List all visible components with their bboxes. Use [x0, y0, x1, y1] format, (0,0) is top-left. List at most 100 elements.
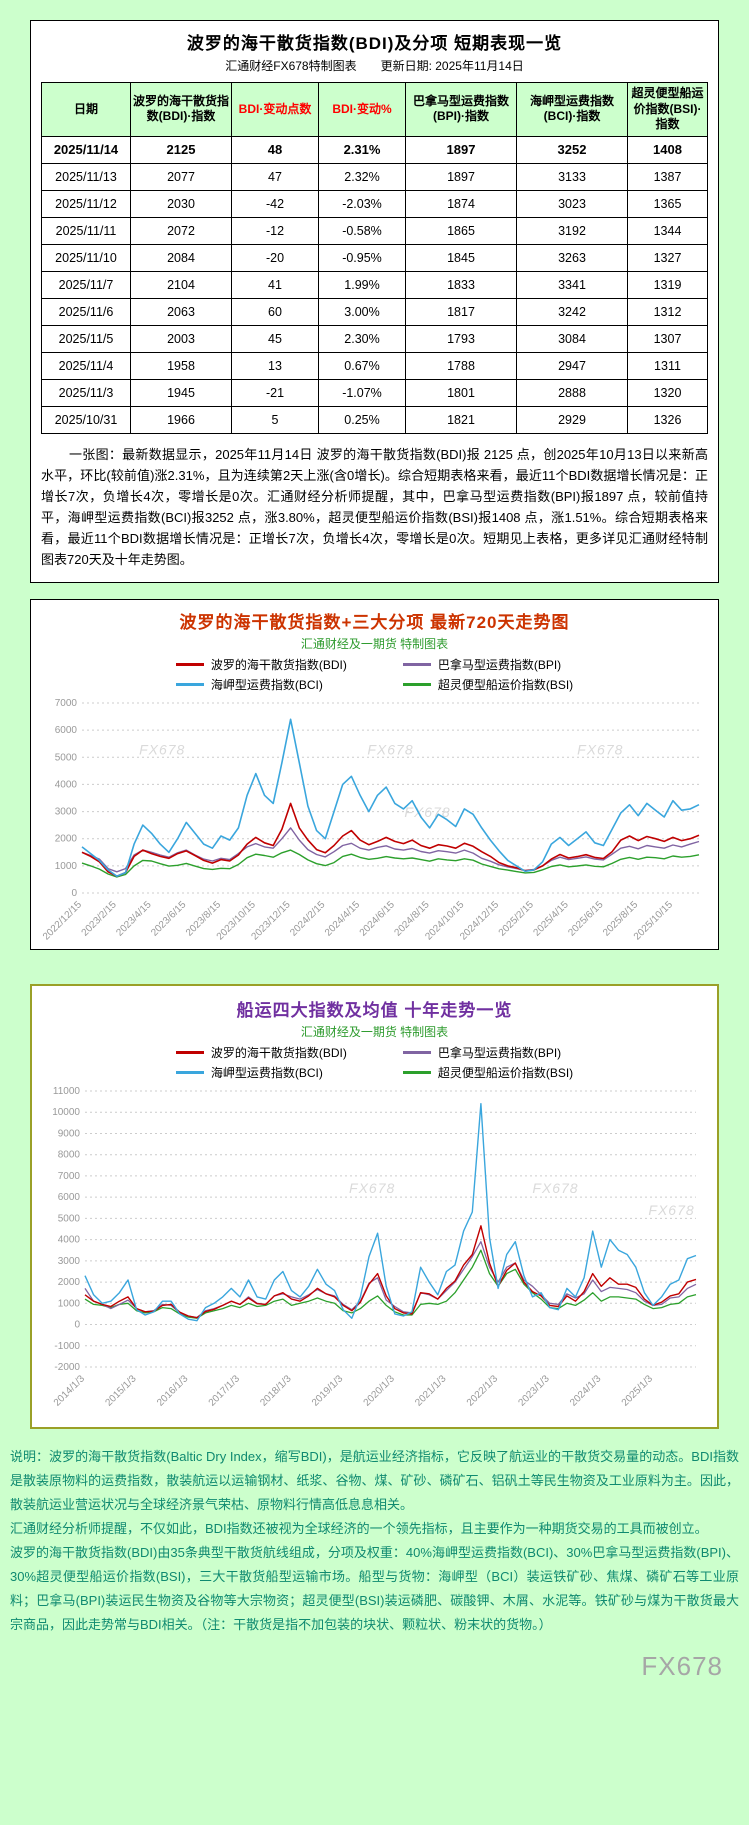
y-tick-label: 6000: [58, 1192, 81, 1203]
bpi-legend-label: 巴拿马型运费指数(BPI): [437, 1046, 562, 1061]
x-tick-label: 2020/1/3: [362, 1373, 398, 1409]
table-row: 2025/11/10 2084 -20 -0.95% 1845 3263 1327: [41, 243, 708, 272]
table-cell: -42: [231, 189, 319, 218]
x-tick-label: 2022/1/3: [465, 1373, 501, 1409]
x-tick-label: 2015/1/3: [103, 1373, 139, 1409]
table-cell: 2025/11/6: [41, 297, 131, 326]
table-cell: 3252: [516, 135, 628, 164]
bci-series-line: [81, 718, 700, 878]
table-cell: -20: [231, 243, 319, 272]
table-cell: 47: [231, 162, 319, 191]
table-cell: 1326: [627, 405, 708, 434]
table-cell: 2077: [130, 162, 232, 191]
table-cell: 1387: [627, 162, 708, 191]
table-cell: 3192: [516, 216, 628, 245]
table-cell: 1897: [405, 162, 517, 191]
col-header-bdi-change-percent: BDI·变动%: [318, 82, 406, 137]
table-cell: 3341: [516, 270, 628, 299]
table-cell: 1833: [405, 270, 517, 299]
x-tick-label: 2025/6/15: [566, 899, 606, 939]
table-cell: 2030: [130, 189, 232, 218]
y-tick-label: 6000: [55, 725, 78, 736]
page-title: 波罗的海干散货指数(BDI)及分项 短期表现一览: [186, 34, 563, 53]
y-tick-label: 4000: [55, 779, 78, 790]
table-cell: 2025/11/4: [41, 351, 131, 380]
y-tick-label: 5000: [55, 752, 78, 763]
table-cell: 60: [231, 297, 319, 326]
col-header-bsi-index: 超灵便型船运价指数(BSI)·指数: [627, 82, 708, 137]
chart-svg-1: -2000 -1000 0 1000 2000 3000 4000 5000 6000 7000 8…: [52, 1086, 697, 1409]
bci-legend-label: 海岬型运费指数(BCI): [210, 678, 323, 693]
chart-720-panel: 波罗的海干散货指数+三大分项 最新720天走势图 汇通财经及一期货 特制图表 波…: [30, 599, 719, 951]
table-cell: 41: [231, 270, 319, 299]
bsi-legend-item: 超灵便型船运价指数(BSI): [402, 676, 574, 693]
table-cell: 1874: [405, 189, 517, 218]
col-header-bdi-index: 波罗的海干散货指数(BDI)·指数: [130, 82, 232, 137]
table-cell: 2025/11/11: [41, 216, 131, 245]
y-tick-label: 3000: [58, 1256, 81, 1267]
table-cell: 2025/11/12: [41, 189, 131, 218]
chart-watermark: FX678: [349, 1180, 395, 1196]
y-tick-label: 2000: [55, 834, 78, 845]
table-cell: -1.07%: [318, 378, 406, 407]
table-cell: 2025/11/13: [41, 162, 131, 191]
table-cell: 2025/11/5: [41, 324, 131, 353]
table-cell: 2003: [130, 324, 232, 353]
x-tick-label: 2024/2/15: [288, 899, 328, 939]
chart-subtitle-0: 汇通财经及一期货 特制图表: [300, 637, 449, 652]
y-tick-label: 0: [71, 888, 77, 899]
bpi-legend-swatch: [402, 1051, 431, 1055]
x-tick-label: 2022/12/15: [41, 899, 84, 942]
bdi-legend-label: 波罗的海干散货指数(BDI): [210, 1046, 347, 1061]
x-tick-label: 2024/6/15: [358, 899, 398, 939]
bsi-legend-label: 超灵便型船运价指数(BSI): [437, 678, 574, 693]
y-tick-label: 7000: [58, 1171, 81, 1182]
table-cell: 2084: [130, 243, 232, 272]
x-tick-label: 2025/4/15: [532, 899, 572, 939]
bci-legend-swatch: [175, 683, 204, 687]
table-cell: 1365: [627, 189, 708, 218]
y-tick-label: 8000: [58, 1150, 81, 1161]
table-cell: -21: [231, 378, 319, 407]
table-cell: 0.67%: [318, 351, 406, 380]
y-tick-label: 2000: [58, 1277, 81, 1288]
footer-watermark: FX678: [641, 1651, 723, 1682]
table-cell: 1319: [627, 270, 708, 299]
chart-watermark: FX678: [648, 1202, 694, 1218]
table-row: 2025/11/12 2030 -42 -2.03% 1874 3023 1365: [41, 189, 708, 218]
bpi-legend-swatch: [402, 663, 431, 667]
table-cell: 3133: [516, 162, 628, 191]
table-cell: -0.95%: [318, 243, 406, 272]
y-tick-label: -2000: [54, 1362, 80, 1373]
x-tick-label: 2017/1/3: [207, 1373, 243, 1409]
note-paragraph: 说明：波罗的海干散货指数(Baltic Dry Index，缩写BDI)，是航运…: [10, 1449, 739, 1513]
table-cell: 1408: [627, 135, 708, 164]
table-cell: -0.58%: [318, 216, 406, 245]
bdi-legend-item: 波罗的海干散货指数(BDI): [175, 1044, 347, 1061]
table-row: 2025/11/5 2003 45 2.30% 1793 3084 1307: [41, 324, 708, 353]
x-tick-label: 2024/4/15: [323, 899, 363, 939]
table-row: 2025/10/31 1966 5 0.25% 1821 2929 1326: [41, 405, 708, 434]
y-tick-label: 3000: [55, 807, 78, 818]
table-cell: 48: [231, 135, 319, 164]
table-cell: 1817: [405, 297, 517, 326]
x-tick-label: 2016/1/3: [155, 1373, 191, 1409]
table-cell: 2025/11/3: [41, 378, 131, 407]
table-row: 2025/11/14 2125 48 2.31% 1897 3252 1408: [41, 135, 708, 164]
table-row: 2025/11/4 1958 13 0.67% 1788 2947 1311: [41, 351, 708, 380]
bpi-legend-item: 巴拿马型运费指数(BPI): [402, 1044, 573, 1061]
chart-title-1: 船运四大指数及均值 十年走势一览: [236, 1001, 513, 1021]
bdi-legend-label: 波罗的海干散货指数(BDI): [210, 658, 347, 673]
x-tick-label: 2025/1/3: [620, 1373, 656, 1409]
x-tick-label: 2021/1/3: [413, 1373, 449, 1409]
col-header-bdi-change-points: BDI·变动点数: [231, 82, 319, 137]
y-tick-label: 10000: [52, 1107, 80, 1118]
chart-legend-1: 波罗的海干散货指数(BDI) 巴拿马型运费指数(BPI) 海岬型运费指数(BCI) 超…: [175, 1044, 573, 1081]
bdi-legend-swatch: [175, 663, 204, 667]
table-cell: 1801: [405, 378, 517, 407]
table-cell: 3.00%: [318, 297, 406, 326]
bsi-legend-swatch: [402, 1071, 431, 1075]
table-cell: 1320: [627, 378, 708, 407]
bdi-series-line: [81, 802, 700, 878]
table-cell: 1966: [130, 405, 232, 434]
